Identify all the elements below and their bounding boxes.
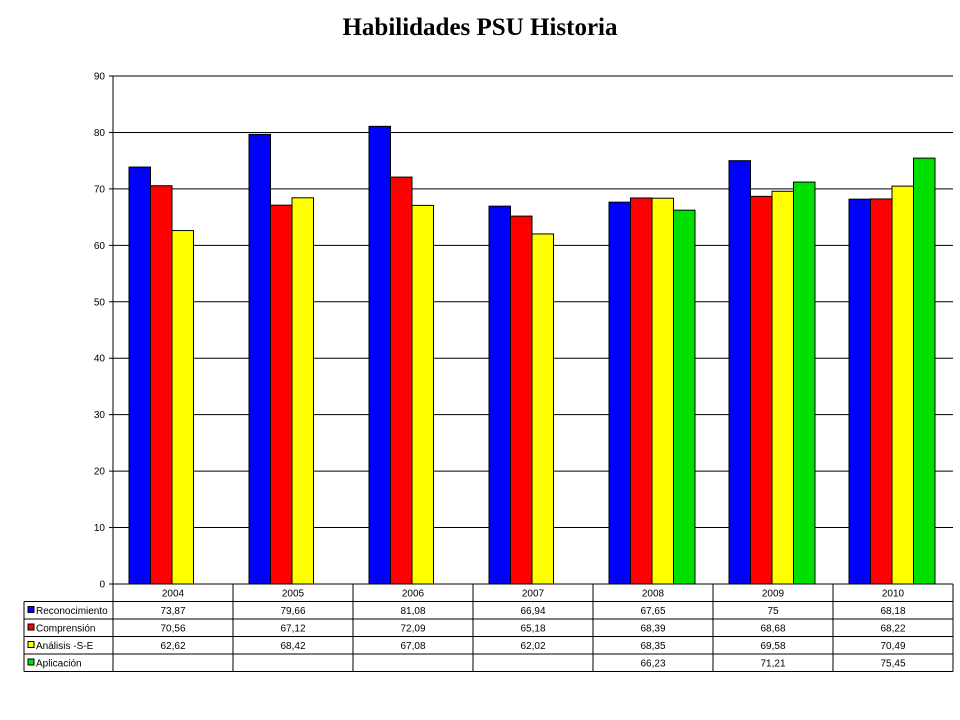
data-label: 68,42 [280, 641, 305, 652]
x-tick-label: 2009 [762, 589, 785, 600]
data-label: 72,09 [400, 624, 425, 635]
bar [630, 197, 653, 585]
chart-title: Habilidades PSU Historia [342, 14, 618, 41]
data-label: 73,87 [160, 606, 185, 617]
bar [750, 195, 773, 585]
x-tick-label: 2008 [642, 589, 665, 600]
bar [128, 166, 151, 585]
y-tick-label: 90 [94, 72, 106, 83]
bar [848, 198, 871, 585]
data-label: 70,49 [880, 641, 905, 652]
data-label: 67,65 [640, 606, 665, 617]
y-tick-label: 70 [94, 184, 106, 195]
data-label: 70,56 [160, 624, 185, 635]
bar [390, 176, 413, 585]
data-label: 69,58 [760, 641, 785, 652]
bar [368, 125, 391, 585]
bar [771, 190, 794, 585]
data-label: 62,02 [520, 641, 545, 652]
legend-label: Análisis -S-E [36, 641, 94, 652]
legend-swatch [27, 658, 35, 666]
legend-label: Aplicación [36, 659, 82, 670]
data-label: 66,94 [520, 606, 545, 617]
bar [728, 160, 751, 585]
y-tick-label: 50 [94, 297, 106, 308]
x-tick-label: 2007 [522, 589, 545, 600]
bar [651, 197, 674, 585]
bar [291, 197, 314, 585]
data-label: 65,18 [520, 624, 545, 635]
y-tick-label: 0 [99, 580, 105, 591]
x-tick-label: 2004 [162, 589, 185, 600]
bar [891, 185, 914, 585]
x-tick-label: 2006 [402, 589, 425, 600]
bar [150, 185, 173, 585]
bar [411, 204, 434, 585]
bar [913, 157, 936, 585]
bar [171, 230, 194, 585]
y-tick-label: 20 [94, 467, 106, 478]
data-label: 71,21 [760, 659, 785, 670]
y-tick-label: 40 [94, 354, 106, 365]
legend-label: Reconocimiento [36, 606, 108, 617]
data-label: 79,66 [280, 606, 305, 617]
legend-label: Comprensión [36, 624, 95, 635]
y-tick-label: 80 [94, 128, 106, 139]
data-label: 75 [767, 606, 779, 617]
bar [510, 215, 533, 585]
legend-swatch [27, 606, 35, 613]
data-label: 67,08 [400, 641, 425, 652]
data-label: 68,18 [880, 606, 905, 617]
bar [608, 201, 631, 585]
data-label: 68,68 [760, 624, 785, 635]
bar [488, 205, 511, 585]
data-label: 68,39 [640, 624, 665, 635]
y-tick-label: 30 [94, 410, 106, 421]
y-tick-label: 60 [94, 241, 106, 252]
data-label: 68,22 [880, 624, 905, 635]
data-label: 62,62 [160, 641, 185, 652]
data-label: 67,12 [280, 624, 305, 635]
bar [248, 133, 271, 585]
data-label: 75,45 [880, 659, 905, 670]
data-label: 81,08 [400, 606, 425, 617]
bar [673, 209, 696, 585]
data-label: 66,23 [640, 659, 665, 670]
y-tick-label: 10 [94, 523, 106, 534]
bar [870, 198, 893, 585]
bar [270, 204, 293, 585]
legend-swatch [27, 641, 35, 648]
x-tick-label: 2010 [882, 589, 905, 600]
bar [793, 181, 816, 585]
legend-swatch [27, 623, 35, 631]
x-tick-label: 2005 [282, 589, 305, 600]
data-label: 68,35 [640, 641, 665, 652]
bar [531, 233, 554, 585]
